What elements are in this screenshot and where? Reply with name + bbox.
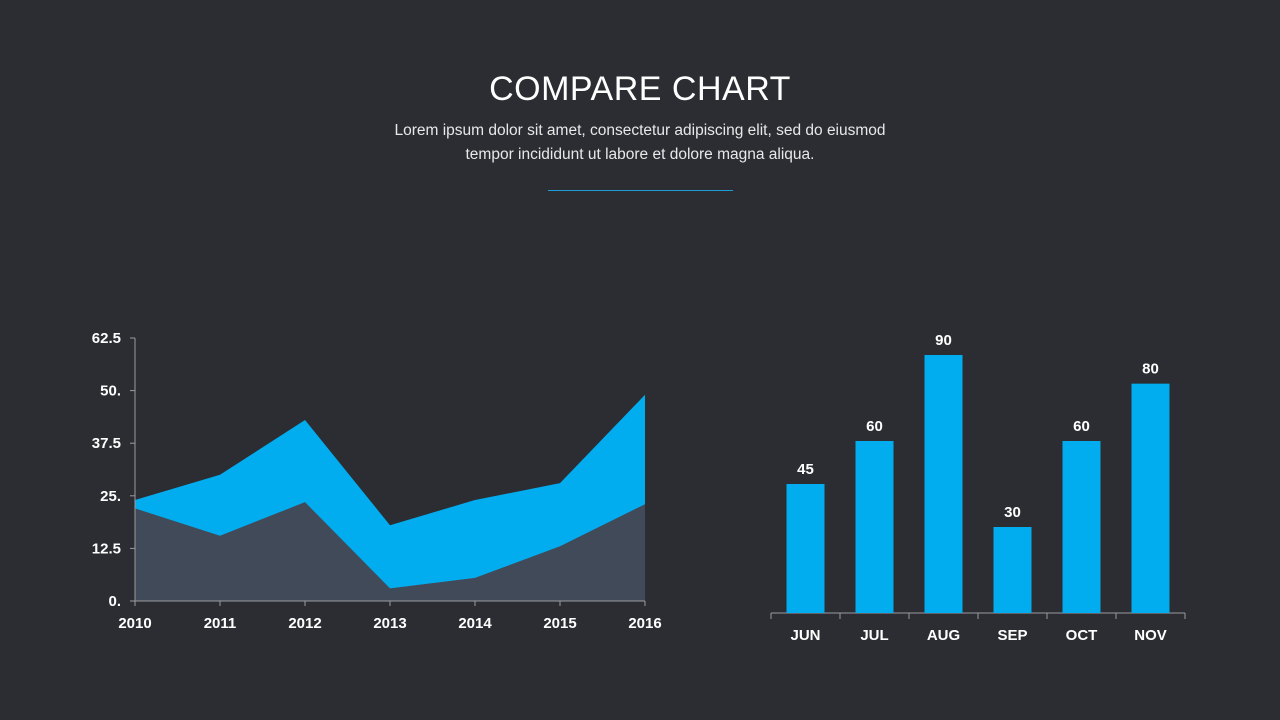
bar-category-label: AUG bbox=[927, 627, 960, 644]
bar bbox=[924, 355, 963, 613]
area-y-tick-label: 62.5 bbox=[92, 330, 121, 347]
bar-value-label: 80 bbox=[1142, 361, 1159, 378]
bar-value-label: 60 bbox=[1073, 418, 1090, 435]
area-chart: 0. 12.5 25. 37.5 50. 62.5 2010 2011 2012 2013 2014… bbox=[92, 330, 662, 632]
area-y-tick-label: 50. bbox=[100, 383, 121, 400]
bar bbox=[1062, 441, 1101, 613]
area-x-tick-label: 2010 bbox=[118, 615, 151, 632]
bar bbox=[993, 527, 1032, 613]
area-x-tick-label: 2016 bbox=[628, 615, 661, 632]
area-y-tick-label: 25. bbox=[100, 488, 121, 505]
bar-category-label: OCT bbox=[1066, 627, 1098, 644]
subtitle-line-2: tempor incididunt ut labore et dolore ma… bbox=[465, 146, 815, 163]
bar bbox=[1131, 383, 1170, 613]
area-y-tick-label: 12.5 bbox=[92, 540, 121, 557]
area-series-2 bbox=[135, 502, 645, 601]
area-x-tick-label: 2012 bbox=[288, 615, 321, 632]
bar-category-label: JUL bbox=[860, 627, 888, 644]
area-y-tick-label: 37.5 bbox=[92, 435, 121, 452]
bar-value-label: 45 bbox=[797, 461, 814, 478]
bar-category-label: SEP bbox=[997, 627, 1027, 644]
area-x-tick-label: 2013 bbox=[373, 615, 406, 632]
subtitle-line-1: Lorem ipsum dolor sit amet, consectetur … bbox=[394, 122, 886, 139]
bar bbox=[786, 484, 825, 613]
area-x-tick-label: 2015 bbox=[543, 615, 576, 632]
area-x-tick-label: 2014 bbox=[458, 615, 492, 632]
bar-value-label: 60 bbox=[866, 418, 883, 435]
bar-category-label: JUN bbox=[790, 627, 820, 644]
page-title: COMPARE CHART bbox=[489, 70, 791, 108]
bar-value-label: 30 bbox=[1004, 504, 1021, 521]
area-y-tick-label: 0. bbox=[108, 593, 121, 610]
bar-value-label: 90 bbox=[935, 332, 952, 349]
title-divider bbox=[548, 190, 733, 191]
page-subtitle: Lorem ipsum dolor sit amet, consectetur … bbox=[340, 119, 940, 167]
bar-chart: 45 JUN 60 JUL 90 AUG 30 SEP 60 OCT 80 NOV bbox=[770, 332, 1186, 644]
bar-category-label: NOV bbox=[1134, 627, 1167, 644]
area-x-tick-label: 2011 bbox=[204, 615, 237, 632]
bar bbox=[855, 441, 894, 613]
